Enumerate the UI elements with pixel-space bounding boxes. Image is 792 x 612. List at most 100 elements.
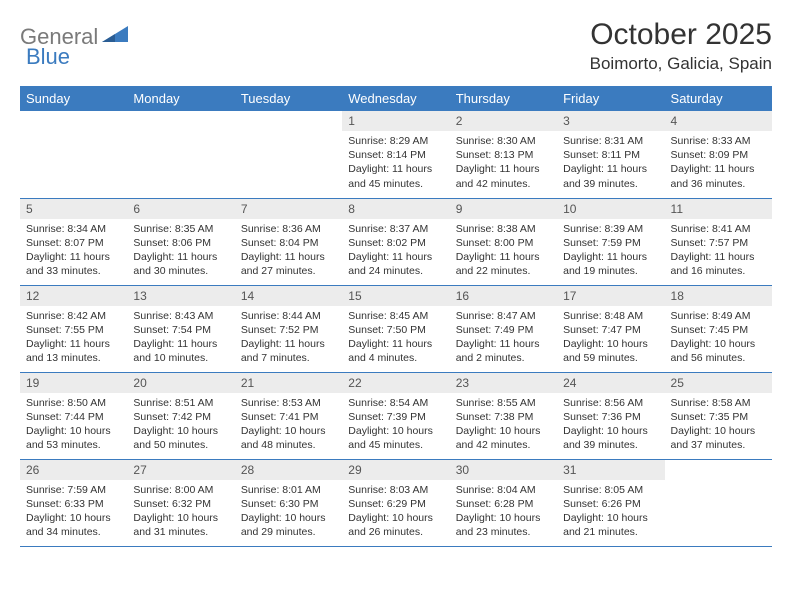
day-details: Sunrise: 8:03 AMSunset: 6:29 PMDaylight:… (342, 480, 449, 544)
day-number: 12 (20, 286, 127, 306)
weekday-header: Tuesday (235, 86, 342, 111)
day-details: Sunrise: 8:39 AMSunset: 7:59 PMDaylight:… (557, 219, 664, 283)
day-details: Sunrise: 8:55 AMSunset: 7:38 PMDaylight:… (450, 393, 557, 457)
day-number: 26 (20, 460, 127, 480)
weekday-header: Wednesday (342, 86, 449, 111)
day-number: 22 (342, 373, 449, 393)
day-details: Sunrise: 8:31 AMSunset: 8:11 PMDaylight:… (557, 131, 664, 195)
day-details: Sunrise: 8:35 AMSunset: 8:06 PMDaylight:… (127, 219, 234, 283)
calendar-week-row: 1Sunrise: 8:29 AMSunset: 8:14 PMDaylight… (20, 111, 772, 198)
calendar-cell: 20Sunrise: 8:51 AMSunset: 7:42 PMDayligh… (127, 372, 234, 459)
calendar-cell: 17Sunrise: 8:48 AMSunset: 7:47 PMDayligh… (557, 285, 664, 372)
day-details: Sunrise: 8:48 AMSunset: 7:47 PMDaylight:… (557, 306, 664, 370)
calendar-week-row: 5Sunrise: 8:34 AMSunset: 8:07 PMDaylight… (20, 198, 772, 285)
calendar-cell: 8Sunrise: 8:37 AMSunset: 8:02 PMDaylight… (342, 198, 449, 285)
calendar-cell: 29Sunrise: 8:03 AMSunset: 6:29 PMDayligh… (342, 459, 449, 546)
day-details: Sunrise: 8:36 AMSunset: 8:04 PMDaylight:… (235, 219, 342, 283)
day-number: 25 (665, 373, 772, 393)
calendar-cell: 7Sunrise: 8:36 AMSunset: 8:04 PMDaylight… (235, 198, 342, 285)
calendar-cell: 5Sunrise: 8:34 AMSunset: 8:07 PMDaylight… (20, 198, 127, 285)
day-details: Sunrise: 8:29 AMSunset: 8:14 PMDaylight:… (342, 131, 449, 195)
calendar-cell: 16Sunrise: 8:47 AMSunset: 7:49 PMDayligh… (450, 285, 557, 372)
day-number: 13 (127, 286, 234, 306)
calendar-cell: 18Sunrise: 8:49 AMSunset: 7:45 PMDayligh… (665, 285, 772, 372)
calendar-body: 1Sunrise: 8:29 AMSunset: 8:14 PMDaylight… (20, 111, 772, 546)
calendar-cell: 27Sunrise: 8:00 AMSunset: 6:32 PMDayligh… (127, 459, 234, 546)
calendar-cell (20, 111, 127, 198)
day-number: 15 (342, 286, 449, 306)
calendar-cell: 13Sunrise: 8:43 AMSunset: 7:54 PMDayligh… (127, 285, 234, 372)
calendar-cell: 4Sunrise: 8:33 AMSunset: 8:09 PMDaylight… (665, 111, 772, 198)
day-number: 23 (450, 373, 557, 393)
title-block: October 2025 Boimorto, Galicia, Spain (590, 18, 772, 74)
day-details: Sunrise: 8:56 AMSunset: 7:36 PMDaylight:… (557, 393, 664, 457)
day-details: Sunrise: 8:34 AMSunset: 8:07 PMDaylight:… (20, 219, 127, 283)
day-number: 2 (450, 111, 557, 131)
day-number: 10 (557, 199, 664, 219)
calendar-cell: 11Sunrise: 8:41 AMSunset: 7:57 PMDayligh… (665, 198, 772, 285)
header: General October 2025 Boimorto, Galicia, … (20, 18, 772, 74)
day-details: Sunrise: 8:49 AMSunset: 7:45 PMDaylight:… (665, 306, 772, 370)
calendar-cell: 28Sunrise: 8:01 AMSunset: 6:30 PMDayligh… (235, 459, 342, 546)
calendar-cell (235, 111, 342, 198)
day-number: 16 (450, 286, 557, 306)
day-details: Sunrise: 8:43 AMSunset: 7:54 PMDaylight:… (127, 306, 234, 370)
calendar-cell: 6Sunrise: 8:35 AMSunset: 8:06 PMDaylight… (127, 198, 234, 285)
day-number: 9 (450, 199, 557, 219)
day-number: 5 (20, 199, 127, 219)
calendar-cell: 31Sunrise: 8:05 AMSunset: 6:26 PMDayligh… (557, 459, 664, 546)
day-details: Sunrise: 8:44 AMSunset: 7:52 PMDaylight:… (235, 306, 342, 370)
day-number: 19 (20, 373, 127, 393)
day-details: Sunrise: 8:41 AMSunset: 7:57 PMDaylight:… (665, 219, 772, 283)
calendar-cell: 23Sunrise: 8:55 AMSunset: 7:38 PMDayligh… (450, 372, 557, 459)
day-details: Sunrise: 8:37 AMSunset: 8:02 PMDaylight:… (342, 219, 449, 283)
day-number: 3 (557, 111, 664, 131)
calendar-cell: 9Sunrise: 8:38 AMSunset: 8:00 PMDaylight… (450, 198, 557, 285)
weekday-header: Thursday (450, 86, 557, 111)
day-number: 6 (127, 199, 234, 219)
weekday-header: Sunday (20, 86, 127, 111)
day-number: 8 (342, 199, 449, 219)
calendar-cell (665, 459, 772, 546)
day-number: 18 (665, 286, 772, 306)
calendar-cell: 22Sunrise: 8:54 AMSunset: 7:39 PMDayligh… (342, 372, 449, 459)
day-details: Sunrise: 8:00 AMSunset: 6:32 PMDaylight:… (127, 480, 234, 544)
day-details: Sunrise: 8:33 AMSunset: 8:09 PMDaylight:… (665, 131, 772, 195)
day-details: Sunrise: 8:05 AMSunset: 6:26 PMDaylight:… (557, 480, 664, 544)
day-details: Sunrise: 8:38 AMSunset: 8:00 PMDaylight:… (450, 219, 557, 283)
day-details: Sunrise: 8:54 AMSunset: 7:39 PMDaylight:… (342, 393, 449, 457)
calendar-cell: 3Sunrise: 8:31 AMSunset: 8:11 PMDaylight… (557, 111, 664, 198)
day-number: 30 (450, 460, 557, 480)
day-details: Sunrise: 7:59 AMSunset: 6:33 PMDaylight:… (20, 480, 127, 544)
calendar-cell (127, 111, 234, 198)
day-details: Sunrise: 8:42 AMSunset: 7:55 PMDaylight:… (20, 306, 127, 370)
weekday-header: Monday (127, 86, 234, 111)
day-number: 1 (342, 111, 449, 131)
calendar-week-row: 12Sunrise: 8:42 AMSunset: 7:55 PMDayligh… (20, 285, 772, 372)
calendar-cell: 21Sunrise: 8:53 AMSunset: 7:41 PMDayligh… (235, 372, 342, 459)
day-details: Sunrise: 8:30 AMSunset: 8:13 PMDaylight:… (450, 131, 557, 195)
day-number: 7 (235, 199, 342, 219)
calendar-cell: 30Sunrise: 8:04 AMSunset: 6:28 PMDayligh… (450, 459, 557, 546)
calendar-week-row: 19Sunrise: 8:50 AMSunset: 7:44 PMDayligh… (20, 372, 772, 459)
weekday-header-row: SundayMondayTuesdayWednesdayThursdayFrid… (20, 86, 772, 111)
calendar-table: SundayMondayTuesdayWednesdayThursdayFrid… (20, 86, 772, 547)
day-number: 29 (342, 460, 449, 480)
day-details: Sunrise: 8:53 AMSunset: 7:41 PMDaylight:… (235, 393, 342, 457)
logo-blue-row: Blue (26, 44, 70, 70)
day-details: Sunrise: 8:04 AMSunset: 6:28 PMDaylight:… (450, 480, 557, 544)
day-details: Sunrise: 8:01 AMSunset: 6:30 PMDaylight:… (235, 480, 342, 544)
calendar-cell: 2Sunrise: 8:30 AMSunset: 8:13 PMDaylight… (450, 111, 557, 198)
calendar-cell: 10Sunrise: 8:39 AMSunset: 7:59 PMDayligh… (557, 198, 664, 285)
weekday-header: Friday (557, 86, 664, 111)
day-details: Sunrise: 8:51 AMSunset: 7:42 PMDaylight:… (127, 393, 234, 457)
day-details: Sunrise: 8:58 AMSunset: 7:35 PMDaylight:… (665, 393, 772, 457)
day-details: Sunrise: 8:45 AMSunset: 7:50 PMDaylight:… (342, 306, 449, 370)
day-number: 17 (557, 286, 664, 306)
day-number: 31 (557, 460, 664, 480)
calendar-cell: 25Sunrise: 8:58 AMSunset: 7:35 PMDayligh… (665, 372, 772, 459)
logo-triangle-icon (102, 26, 128, 49)
day-number: 28 (235, 460, 342, 480)
calendar-cell: 15Sunrise: 8:45 AMSunset: 7:50 PMDayligh… (342, 285, 449, 372)
calendar-cell: 1Sunrise: 8:29 AMSunset: 8:14 PMDaylight… (342, 111, 449, 198)
